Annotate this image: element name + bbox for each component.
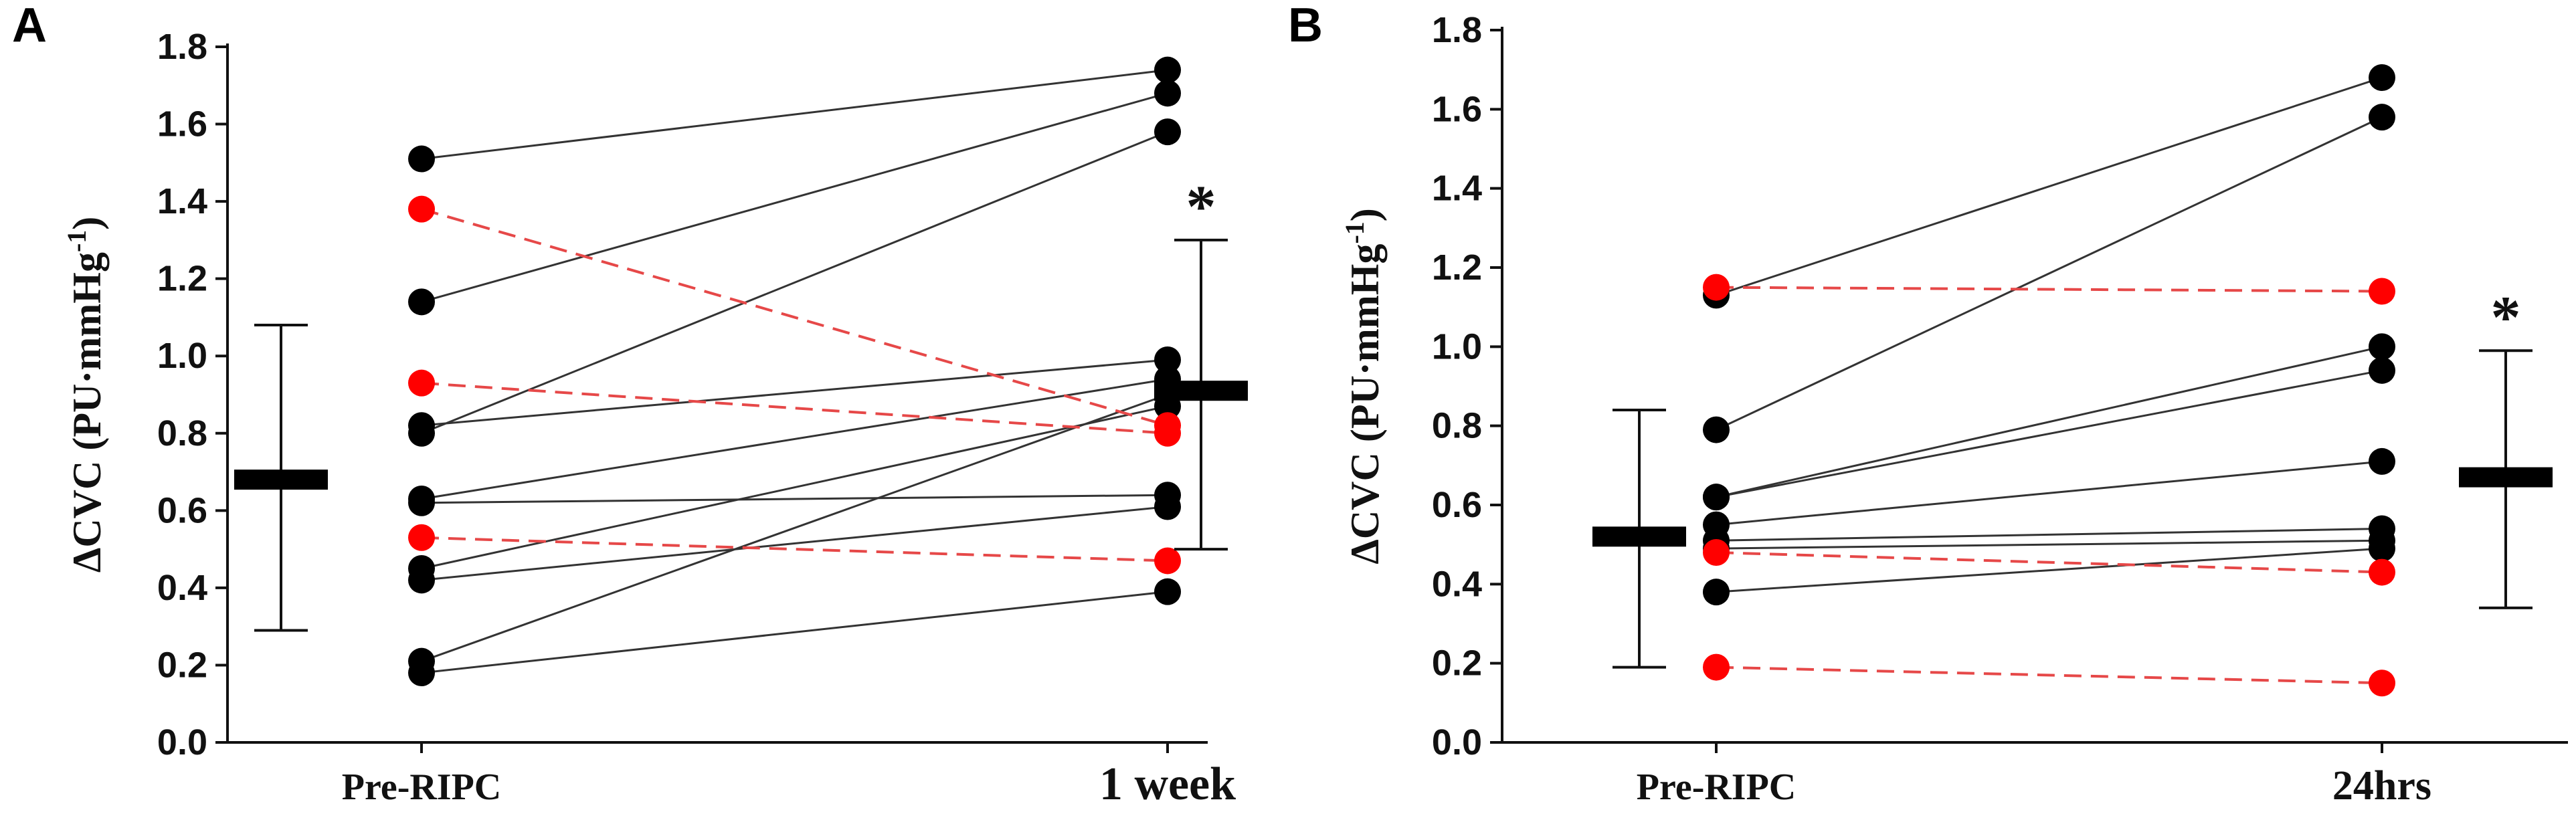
y-tick-label: 0.0 [1432, 722, 1482, 762]
data-point-subject-2 [1154, 80, 1181, 107]
y-axis-title: ΔCVC (PU·mmHg-1) [1340, 208, 1387, 564]
data-point-subject-2 [2369, 104, 2395, 131]
panel-label: B [1288, 0, 1323, 52]
series-line-subject-9 [1716, 286, 2383, 293]
significance-star: * [1186, 174, 1216, 240]
data-point-subject-11 [1703, 653, 1730, 681]
y-tick-label: 0.6 [157, 490, 207, 530]
data-point-subject-10 [1154, 578, 1181, 605]
significance-star: * [2491, 284, 2521, 350]
y-tick-label: 0.4 [157, 568, 207, 608]
y-tick-label: 1.4 [1432, 169, 1482, 209]
data-point-subject-8 [2369, 535, 2395, 562]
series-line-subject-1 [421, 69, 1168, 161]
series-line-subject-10 [1716, 551, 2383, 574]
series-line-subject-6 [421, 494, 1168, 504]
mean-bar [1592, 526, 1686, 547]
data-point-subject-10 [1703, 539, 1730, 566]
series-line-subject-5 [1716, 460, 2383, 526]
series-line-subject-1 [1716, 76, 2383, 296]
series-line-subject-12 [421, 381, 1168, 435]
series-line-subject-10 [421, 591, 1168, 674]
y-tick-label: 0.2 [1432, 643, 1482, 684]
series-line-subject-11 [421, 207, 1168, 427]
series-line-subject-13 [421, 536, 1168, 562]
y-tick-label: 1.2 [157, 259, 207, 299]
y-tick-label: 0.6 [1432, 485, 1482, 525]
series-line-subject-7 [1716, 539, 2383, 550]
data-point-subject-2 [1703, 416, 1730, 443]
data-point-subject-4 [1703, 484, 1730, 511]
data-point-subject-1 [2369, 64, 2395, 91]
data-point-subject-13 [408, 524, 435, 551]
y-tick-label: 0.8 [157, 413, 207, 453]
y-tick-label: 0.2 [157, 645, 207, 685]
y-tick-label: 0.0 [157, 722, 207, 762]
data-point-subject-2 [408, 288, 435, 316]
y-tick-label: 1.0 [1432, 326, 1482, 367]
mean-bar [1154, 381, 1248, 401]
data-point-subject-3 [2369, 333, 2395, 361]
y-tick-label: 0.4 [1432, 564, 1482, 604]
series-line-subject-4 [1716, 369, 2383, 498]
data-point-subject-10 [2369, 558, 2395, 586]
data-point-subject-4 [408, 419, 435, 447]
series-line-subject-3 [421, 358, 1168, 427]
series-line-subject-3 [1716, 345, 2383, 498]
series-line-subject-4 [421, 130, 1168, 435]
data-point-subject-8 [1154, 493, 1181, 520]
y-tick-label: 1.6 [1432, 89, 1482, 129]
data-point-subject-1 [1154, 56, 1181, 84]
y-tick-label: 1.2 [1432, 247, 1482, 288]
data-point-subject-8 [1703, 579, 1730, 606]
y-tick-label: 1.8 [1432, 10, 1482, 50]
chart-panel-a: A 0.0 0.2 0.4 0.6 0.8 1.0 1.2 1.4 1.6 1.8 Pre-RIPC 1… [12, 0, 1248, 810]
data-point-subject-11 [408, 195, 435, 223]
data-point-subject-9 [1703, 274, 1730, 301]
y-tick-label: 1.0 [157, 336, 207, 376]
data-point-subject-8 [408, 567, 435, 594]
data-point-subject-5 [2369, 447, 2395, 475]
series-line-subject-11 [1716, 665, 2383, 685]
mean-bar [2459, 467, 2553, 488]
data-point-subject-9 [2369, 278, 2395, 305]
data-point-subject-6 [408, 489, 435, 516]
series-line-subject-5 [421, 378, 1168, 500]
data-point-subject-13 [1154, 547, 1181, 575]
y-tick-label: 1.4 [157, 181, 207, 221]
data-point-subject-12 [1154, 419, 1181, 447]
series-line-subject-6 [1716, 528, 2383, 542]
series-line-subject-9 [421, 393, 1168, 663]
series-line-subject-2 [1716, 116, 2383, 431]
data-point-subject-4 [2369, 356, 2395, 384]
data-point-subject-1 [408, 145, 435, 173]
x-tick-label: 1 week [1099, 758, 1236, 810]
data-point-subject-3 [1154, 346, 1181, 373]
series-line-subject-8 [1716, 547, 2383, 593]
mean-bar [234, 470, 328, 490]
data-point-subject-12 [408, 369, 435, 397]
data-point-subject-4 [1154, 118, 1181, 146]
panel-label: A [12, 0, 47, 52]
chart-panel-b: B 0.0 0.2 0.4 0.6 0.8 1.0 1.2 1.4 1.6 1.8 Pre-RIPC 2… [1288, 0, 2568, 809]
data-point-subject-11 [2369, 670, 2395, 697]
x-tick-label: Pre-RIPC [342, 766, 501, 808]
x-tick-label: 24hrs [2332, 763, 2431, 809]
x-tick-label: Pre-RIPC [1637, 766, 1796, 808]
y-tick-label: 1.6 [157, 104, 207, 144]
series-line-subject-2 [421, 92, 1168, 303]
series-line-subject-8 [421, 506, 1168, 581]
y-axis-title: ΔCVC (PU·mmHg-1) [62, 217, 109, 573]
y-tick-label: 0.8 [1432, 406, 1482, 446]
data-point-subject-10 [408, 659, 435, 686]
y-tick-label: 1.8 [157, 27, 207, 67]
